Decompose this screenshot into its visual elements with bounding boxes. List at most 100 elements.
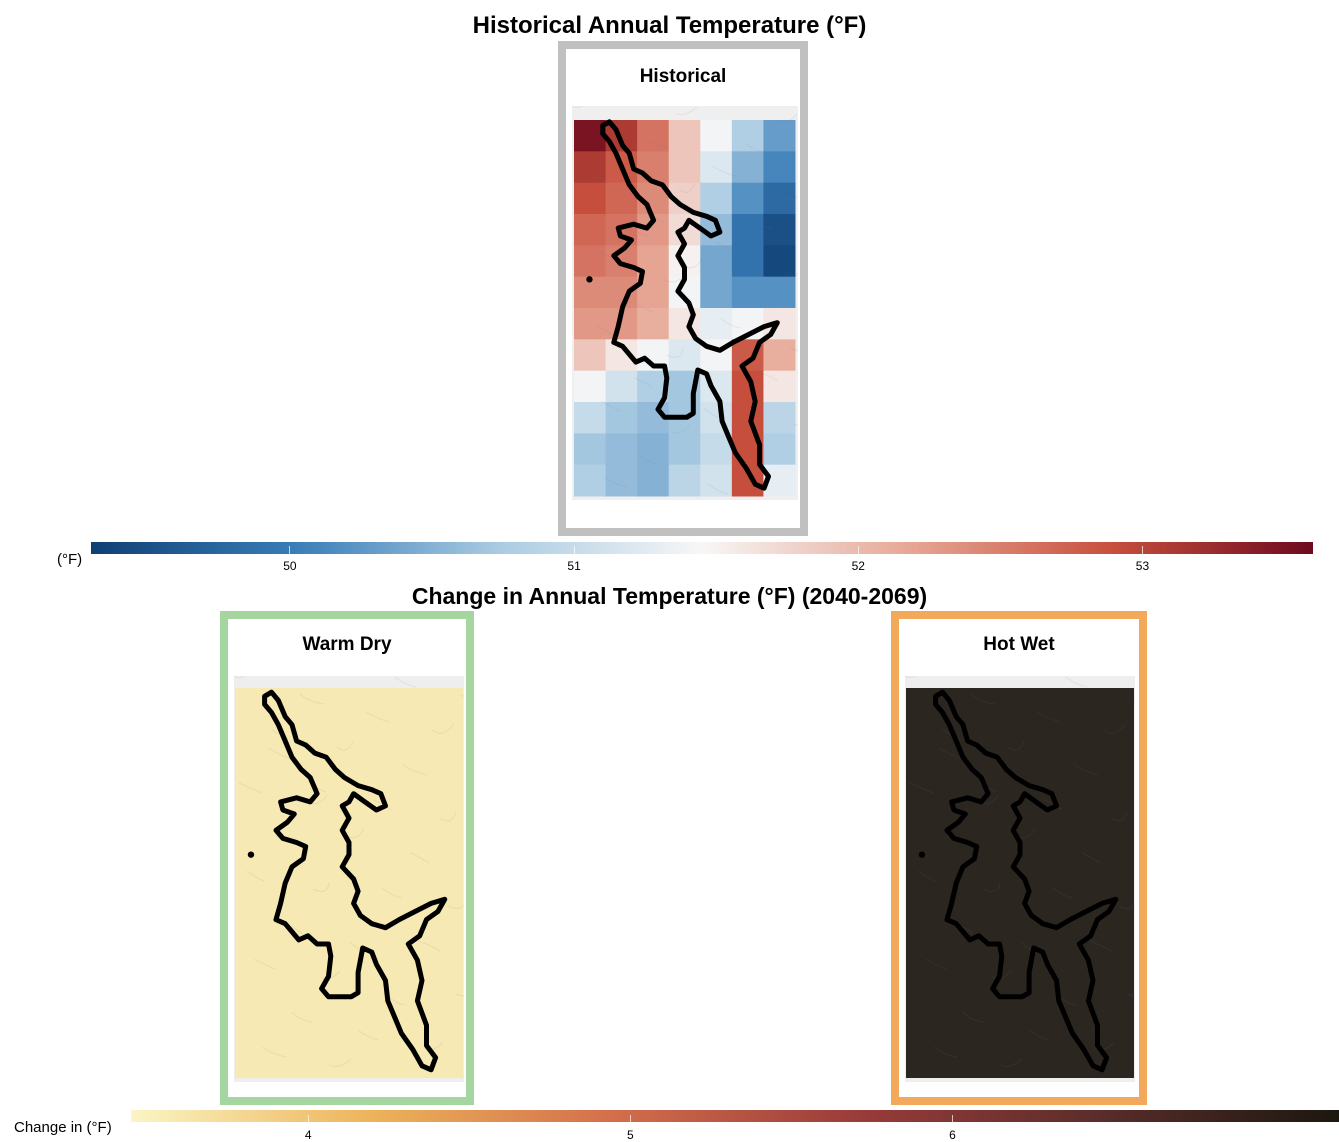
- historical-title: Historical Annual Temperature (°F): [472, 12, 867, 39]
- terrain-relief-line: [365, 711, 390, 723]
- historical-tick-label: 50: [283, 559, 297, 573]
- temperature-change-fill: [906, 688, 1134, 1078]
- terrain-relief-line: [423, 1041, 444, 1050]
- temperature-grid-cell: [763, 433, 796, 466]
- temperature-grid-cell: [574, 308, 607, 340]
- temperature-grid-cell: [574, 339, 607, 372]
- terrain-relief-line: [748, 218, 774, 230]
- warm-dry-panel-label: Warm Dry: [302, 634, 392, 655]
- terrain-relief-line: [1131, 694, 1135, 698]
- historical-tick-mark: [1141, 546, 1143, 558]
- terrain-relief-line: [711, 165, 736, 177]
- temperature-grid-cell: [637, 308, 670, 340]
- terrain-relief-line: [719, 317, 741, 329]
- terrain-relief-line: [1028, 1029, 1050, 1041]
- temperature-grid-cell: [763, 151, 796, 184]
- historical-tick-mark: [289, 546, 291, 558]
- historical-colorbar: [91, 542, 1313, 554]
- temperature-grid-cell: [574, 402, 607, 434]
- temperature-grid-cell: [700, 276, 733, 309]
- terrain-relief-line: [917, 870, 936, 882]
- historical-temperature-map: [572, 106, 798, 500]
- terrain-relief-line: [629, 301, 655, 313]
- terrain-relief-line: [633, 377, 653, 389]
- terrain-relief-line: [666, 348, 684, 358]
- terrain-relief-line: [1036, 711, 1061, 723]
- terrain-relief-line: [962, 1011, 985, 1023]
- temperature-grid-cell: [763, 214, 796, 246]
- warm-dry-change-map: [234, 676, 464, 1082]
- temperature-grid-cell: [763, 402, 796, 434]
- temperature-change-fill: [235, 688, 463, 1078]
- terrain-relief-line: [357, 1029, 379, 1041]
- terrain-relief-line: [938, 747, 961, 759]
- terrain-relief-line: [978, 781, 998, 793]
- historical-tick-mark: [573, 546, 575, 558]
- terrain-relief-line: [460, 694, 464, 698]
- change-legend-label: Change in (°F): [14, 1119, 112, 1136]
- terrain-relief-line: [254, 958, 276, 970]
- terrain-relief-line: [744, 142, 767, 154]
- terrain-relief-line: [1094, 1041, 1115, 1050]
- terrain-relief-line: [645, 211, 665, 223]
- terrain-relief-line: [1089, 940, 1112, 952]
- historical-tick-label: 52: [851, 559, 865, 573]
- terrain-relief-line: [781, 195, 798, 200]
- change-tick-mark: [951, 1115, 953, 1127]
- change-tick-label: 4: [304, 1128, 312, 1142]
- temperature-grid-cell: [731, 120, 764, 152]
- temperature-grid-cell: [700, 120, 733, 152]
- temperature-grid-cell: [574, 433, 607, 466]
- terrain-relief-line: [234, 676, 245, 678]
- temperature-grid-cell: [574, 245, 607, 278]
- region-outline: [933, 689, 1119, 1073]
- terrain-relief-line: [588, 172, 610, 184]
- temperature-grid-cell: [574, 370, 607, 403]
- change-colorbar: [131, 1110, 1339, 1122]
- temperature-grid-cell: [763, 245, 796, 278]
- terrain-relief-line: [455, 993, 464, 997]
- terrain-relief-line: [572, 106, 583, 108]
- temperature-grid-cell: [574, 151, 607, 184]
- change-title: Change in Annual Temperature (°F) (2040-…: [411, 583, 928, 609]
- temperature-grid-cell: [605, 433, 638, 466]
- terrain-relief-line: [291, 1011, 314, 1023]
- temperature-grid-cell: [763, 182, 796, 215]
- terrain-relief-line: [707, 483, 729, 495]
- terrain-relief-line: [999, 1058, 1023, 1067]
- terrain-relief-line: [670, 424, 691, 434]
- terrain-relief-line: [418, 940, 441, 952]
- terrain-relief-line: [600, 400, 622, 412]
- terrain-relief-line: [1102, 723, 1126, 734]
- temperature-grid-cell: [637, 120, 670, 152]
- temperature-grid-cell: [763, 339, 796, 372]
- terrain-relief-line: [307, 781, 327, 793]
- terrain-relief-line: [1118, 903, 1135, 909]
- temperature-grid-cell: [731, 245, 764, 278]
- temperature-grid-cell: [700, 308, 733, 340]
- terrain-relief-line: [715, 241, 734, 253]
- terrain-relief-line: [1065, 676, 1088, 688]
- terrain-relief-line: [752, 294, 772, 306]
- terrain-relief-line: [909, 782, 934, 794]
- terrain-relief-line: [1007, 740, 1025, 751]
- temperature-grid-cell: [668, 339, 701, 372]
- temperature-grid-cell: [763, 370, 796, 403]
- terrain-relief-line: [925, 958, 947, 970]
- temperature-grid-cell: [574, 182, 607, 215]
- terrain-relief-line: [299, 693, 325, 705]
- terrain-relief-line: [447, 903, 464, 909]
- historical-tick-label: 51: [567, 559, 581, 573]
- temperature-grid-cell: [763, 120, 796, 152]
- terrain-relief-line: [933, 1046, 958, 1058]
- terrain-relief-line: [336, 740, 354, 751]
- terrain-relief-line: [1073, 764, 1099, 776]
- region-outline-dot: [918, 851, 926, 858]
- terrain-relief-line: [312, 882, 330, 892]
- terrain-relief-line: [678, 182, 696, 193]
- temperature-grid-cell: [700, 182, 733, 215]
- hot-wet-change-map: [905, 676, 1135, 1082]
- terrain-relief-line: [410, 852, 430, 864]
- temperature-grid-cell: [605, 464, 638, 497]
- terrain-relief-line: [777, 113, 798, 122]
